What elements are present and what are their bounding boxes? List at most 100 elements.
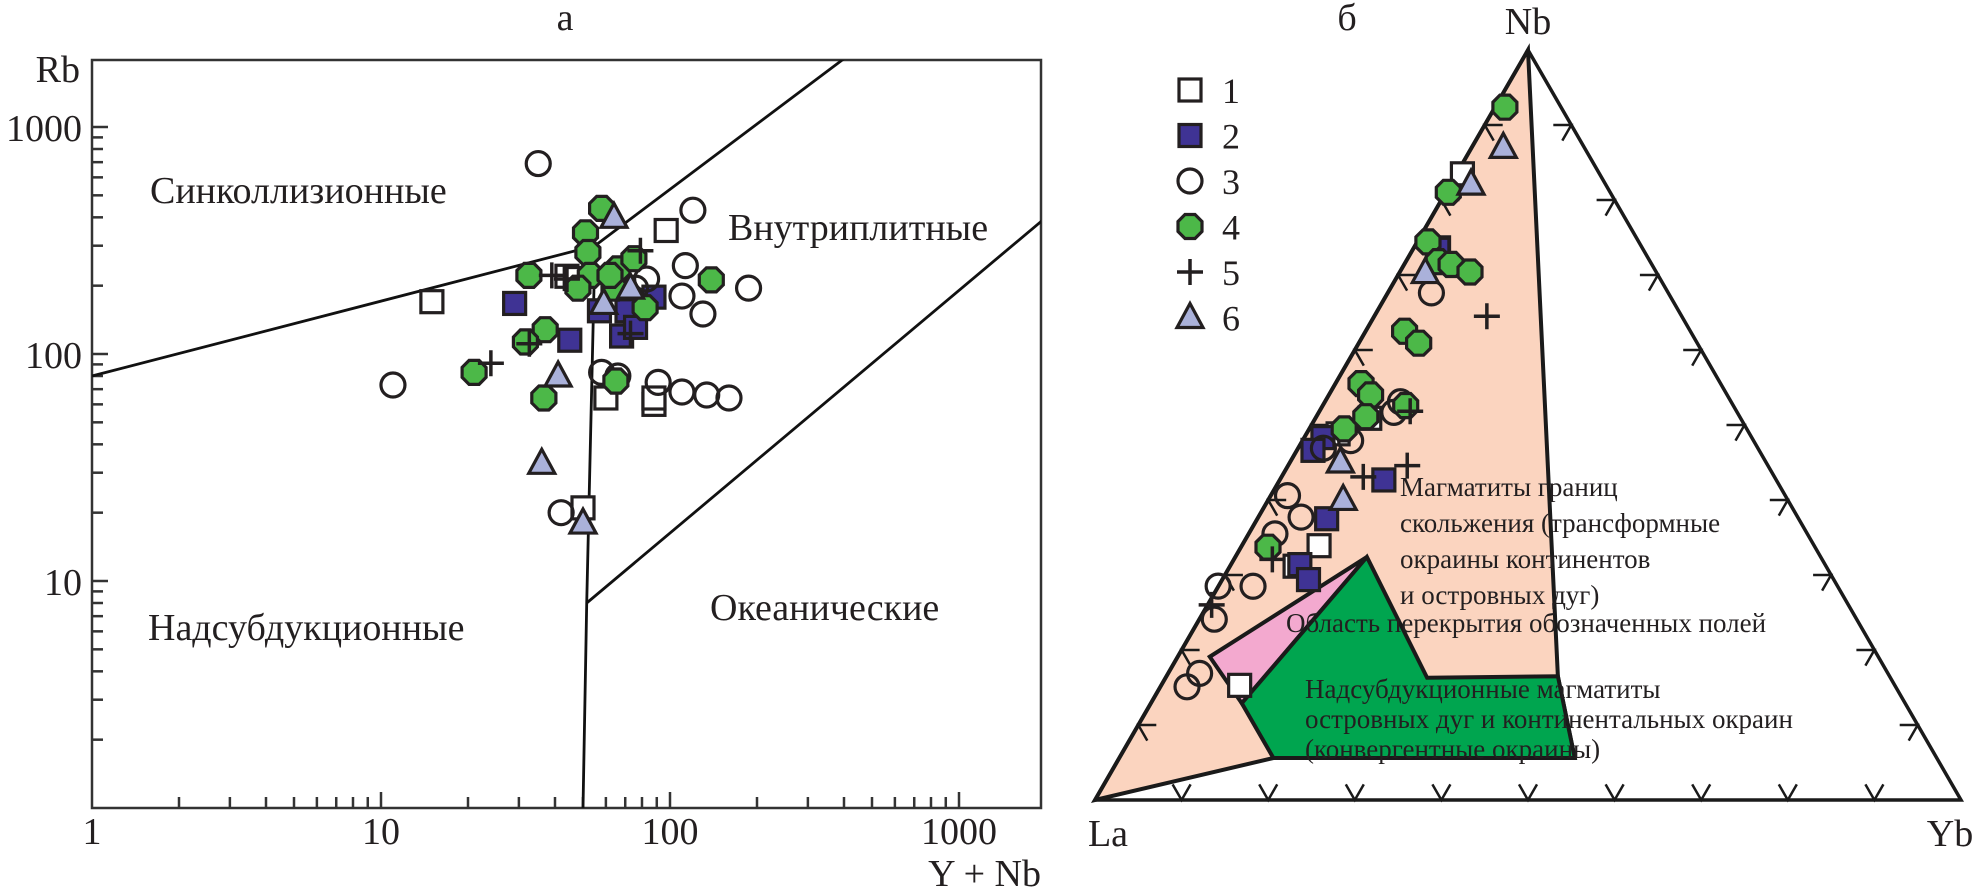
legend-label: 3 [1222, 162, 1240, 202]
data-point-series-6 [614, 270, 647, 300]
ternary-tick [1553, 123, 1574, 142]
ternary-tick [1344, 783, 1365, 803]
ternary-field-label: Область перекрытия обозначенных полей [1286, 608, 1766, 638]
data-point-series-4 [511, 328, 540, 356]
legend-item-2: 2 [1177, 117, 1240, 157]
x-tick-label: 1 [83, 811, 102, 853]
ternary-point-series-6 [1455, 166, 1487, 196]
field-boundary-line [585, 219, 1041, 605]
ternary-point-series-6 [1409, 255, 1442, 285]
x-tick-label: 10 [362, 811, 400, 853]
ternary-point-series-3 [1309, 434, 1337, 462]
ternary-field-label: островных дуг и континентальных окраин [1305, 704, 1793, 734]
legend-label: 5 [1222, 253, 1240, 293]
data-point-series-6 [542, 358, 574, 388]
data-point-series-5 [627, 237, 654, 264]
ternary-point-series-5 [1473, 303, 1500, 330]
data-point-series-3 [668, 378, 696, 406]
data-point-series-3 [668, 282, 696, 310]
ternary-field-3 [1239, 553, 1578, 760]
series-6 [526, 199, 647, 535]
ternary-series-4 [1254, 93, 1519, 561]
ternary-point-series-3 [1287, 503, 1315, 531]
ternary-tick [1517, 783, 1539, 803]
data-point-series-4 [596, 261, 624, 289]
ternary-tick [1639, 273, 1661, 292]
ternary-field-label: и островных дуг) [1400, 580, 1599, 610]
data-point-series-3 [379, 371, 407, 399]
ternary-tick [1596, 198, 1617, 217]
data-point-series-5 [538, 262, 565, 289]
vertex-label-la: La [1088, 813, 1128, 855]
data-point-series-3 [689, 300, 717, 328]
y-tick-labels: 10 100 1000 [6, 108, 82, 604]
ternary-point-series-3 [1273, 482, 1302, 510]
ternary-tick [1856, 648, 1877, 667]
legend-item-5: 5 [1177, 253, 1240, 293]
field-label-suprasubduction: Надсубдукционные [148, 607, 464, 649]
field-label-oceanic: Океанические [710, 587, 939, 629]
data-point-series-5 [477, 350, 504, 377]
data-point-series-3 [547, 499, 575, 527]
ternary-tick [1171, 783, 1192, 803]
field-label-within-plate: Внутриплитные [728, 207, 988, 249]
data-point-series-4 [530, 384, 558, 412]
y-tick-label: 100 [25, 335, 82, 377]
data-point-series-2 [557, 327, 583, 353]
ternary-tick [1726, 423, 1747, 442]
data-point-series-5 [516, 330, 543, 357]
ternary-tick [1777, 783, 1798, 803]
y-tick-label: 10 [44, 562, 82, 604]
vertex-label-yb: Yb [1927, 813, 1973, 855]
legend-label: 4 [1222, 208, 1240, 248]
ternary-tick [1258, 783, 1279, 803]
legend-item-6: 6 [1174, 299, 1240, 339]
ternary-point-series-4 [1491, 93, 1519, 121]
ternary-point-series-4 [1434, 178, 1462, 206]
ternary-tick [1136, 723, 1157, 742]
data-point-series-1 [653, 217, 679, 244]
ternary-point-series-5 [1397, 398, 1424, 425]
ternary-point-series-2 [1314, 506, 1340, 532]
legend-item-1: 1 [1177, 71, 1240, 111]
y-axis-label: Rb [36, 49, 80, 91]
ternary-tick [1683, 348, 1704, 367]
ternary-point-series-6 [1487, 130, 1519, 159]
ternary-point-series-5 [1350, 463, 1377, 490]
vertex-label-nb: Nb [1505, 1, 1551, 43]
data-point-series-4 [515, 261, 543, 289]
ternary-field-label: Надсубдукционные магматиты [1305, 674, 1661, 704]
panel-b-la-nb-yb-ternary: б Nb La Yb Магматиты границ скольжения (т… [1088, 0, 1973, 855]
panel-a-label: а [557, 0, 574, 39]
data-point-series-3 [734, 274, 763, 302]
legend-item-3: 3 [1176, 162, 1240, 202]
ternary-point-series-4 [1392, 391, 1420, 420]
ternary-point-series-3 [1173, 673, 1201, 701]
data-point-series-4 [531, 316, 559, 344]
ternary-point-series-5 [1394, 452, 1421, 479]
data-point-series-5 [617, 320, 644, 347]
ternary-tick [1179, 648, 1200, 667]
ternary-tick [1813, 573, 1834, 592]
ternary-point-series-5 [1259, 546, 1286, 573]
x-tick-label: 1000 [921, 811, 997, 853]
data-point-series-4 [574, 238, 602, 267]
data-point-series-4 [697, 266, 725, 294]
data-point-series-3 [679, 196, 707, 224]
ternary-point-series-1 [1227, 672, 1253, 698]
data-point-series-3 [693, 381, 721, 409]
data-point-series-3 [644, 368, 672, 396]
ternary-field-label: (конвергентные окраины) [1305, 734, 1600, 764]
ternary-point-series-6 [1324, 444, 1357, 474]
ternary-point-series-2 [1295, 566, 1322, 593]
ternary-field-label: скольжения (трансформные [1400, 508, 1720, 538]
data-point-series-3 [715, 384, 743, 412]
ternary-tick [1482, 123, 1503, 142]
data-point-series-5 [553, 265, 580, 292]
ternary-tick [1864, 783, 1885, 803]
ternary-point-series-4 [1456, 258, 1484, 286]
ternary-tick [1395, 273, 1417, 292]
data-point-series-6 [588, 286, 620, 316]
data-point-series-1 [641, 385, 667, 411]
